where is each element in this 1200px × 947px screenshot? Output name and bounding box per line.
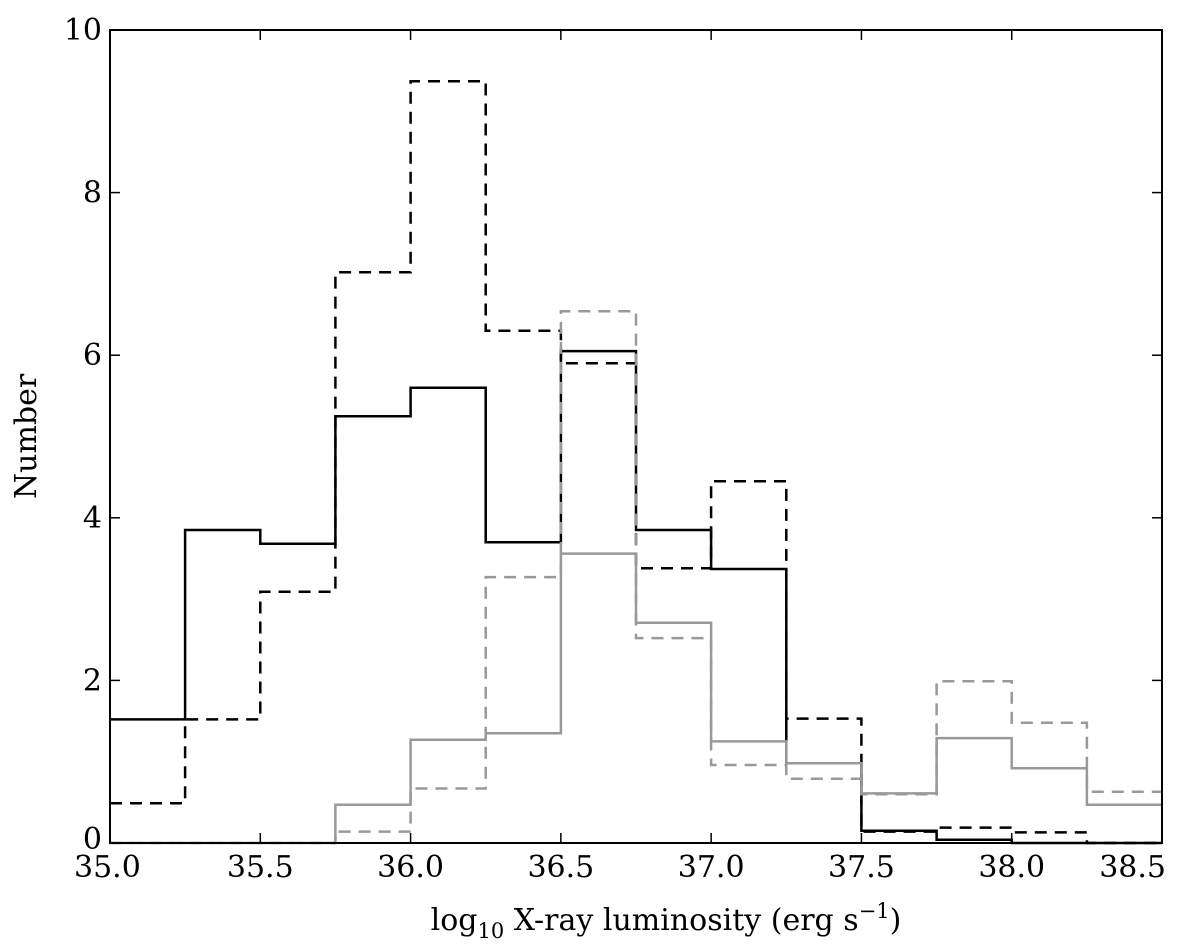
ticks-layer: 35.0 35.5 36.0 36.5 37.0 37.5 38.0 38.5 0 2 4 6 8 10	[64, 13, 1166, 885]
y-tick-label: 10	[64, 13, 102, 48]
x-tick-label: 36.5	[527, 850, 594, 885]
y-tick-label: 8	[83, 176, 102, 211]
x-tick-label: 35.5	[227, 850, 294, 885]
x-tick-label: 38.0	[978, 850, 1045, 885]
series-line-grey-dashed	[110, 310, 1162, 845]
x-tick-label: 36.0	[377, 850, 444, 885]
series-layer	[110, 79, 1162, 845]
x-tick-label: 37.5	[828, 850, 895, 885]
x-axis-label-prefix: log	[431, 903, 478, 938]
series-line-black-solid	[110, 349, 1162, 845]
x-axis-label-suffix: )	[890, 903, 902, 938]
x-tick-label: 37.0	[678, 850, 745, 885]
x-axis-label: log10 X-ray luminosity (erg s−1)	[431, 899, 902, 943]
y-tick-label: 2	[83, 663, 102, 698]
y-tick-label: 4	[83, 501, 102, 536]
series-line-grey-solid	[110, 552, 1162, 845]
x-tick-label: 38.5	[1099, 850, 1166, 885]
plot-frame	[109, 29, 1163, 844]
x-axis-label-superscript: −1	[859, 899, 890, 923]
x-axis-label-subscript: 10	[477, 919, 504, 943]
y-tick-label: 6	[83, 338, 102, 373]
y-axis-label: Number	[9, 373, 44, 499]
x-axis-label-main: X-ray luminosity (erg s	[504, 903, 858, 938]
x-tick-label: 35.0	[74, 850, 141, 885]
y-tick-label: 0	[83, 822, 102, 857]
